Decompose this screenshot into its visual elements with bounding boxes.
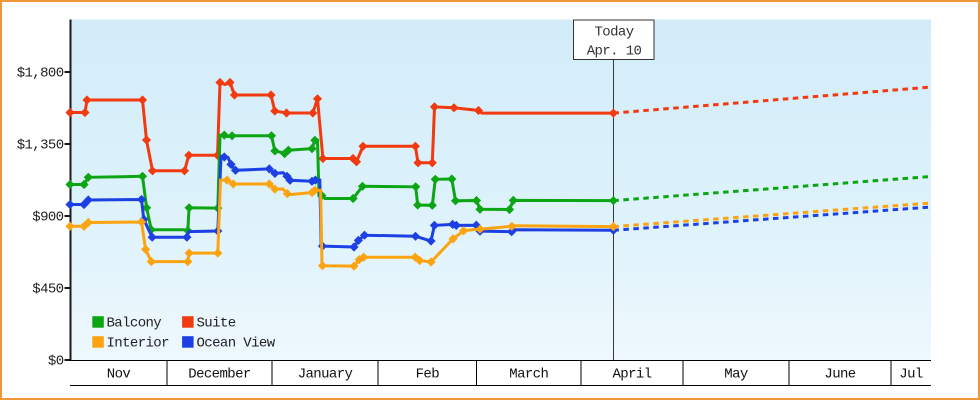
svg-text:$1,350: $1,350	[17, 138, 64, 154]
svg-text:March: March	[509, 367, 548, 383]
svg-text:December: December	[188, 367, 251, 383]
svg-text:$900: $900	[32, 210, 63, 226]
svg-text:$450: $450	[32, 282, 63, 298]
svg-text:May: May	[724, 367, 748, 383]
svg-text:Feb: Feb	[416, 367, 440, 383]
svg-text:Suite: Suite	[197, 316, 236, 332]
svg-text:April: April	[612, 367, 651, 383]
svg-text:Today: Today	[594, 24, 633, 40]
svg-text:June: June	[824, 367, 855, 383]
svg-text:Ocean View: Ocean View	[197, 336, 276, 352]
svg-text:$0: $0	[48, 354, 64, 370]
svg-text:Interior: Interior	[107, 336, 170, 352]
svg-text:Nov: Nov	[107, 367, 131, 383]
svg-text:Jul: Jul	[899, 367, 923, 383]
svg-text:Apr. 10: Apr. 10	[587, 44, 642, 60]
svg-text:January: January	[298, 367, 353, 383]
svg-text:$1,800: $1,800	[17, 66, 64, 82]
svg-text:Balcony: Balcony	[107, 316, 162, 332]
